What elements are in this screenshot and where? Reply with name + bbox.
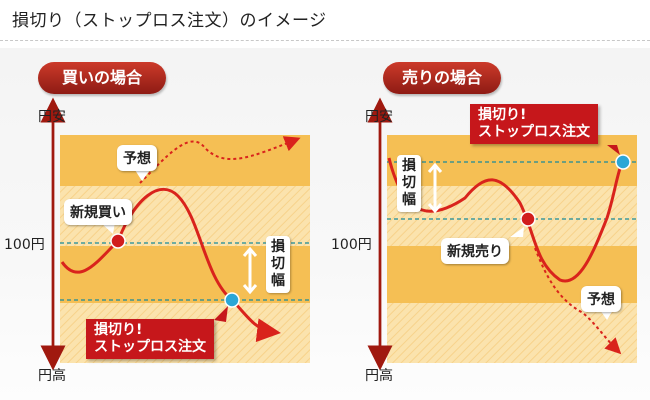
sell-chart bbox=[367, 97, 637, 371]
stop-loss-box: 損切り! ストップロス注文 bbox=[470, 104, 598, 144]
range-arrow-top bbox=[242, 246, 258, 257]
entry-point bbox=[110, 233, 126, 249]
range-arrow-bottom bbox=[242, 284, 258, 295]
expect-callout-tail bbox=[600, 310, 613, 320]
stop-loss-line-1: 損切り! bbox=[478, 107, 527, 123]
sell-heading: 売りの場合 bbox=[383, 62, 501, 94]
sell-panel: 売りの場合 円安 円高 100円 損切幅 新規売り 予想 損切り! ストップロス… bbox=[325, 48, 650, 398]
stop-callout-tail bbox=[607, 145, 620, 155]
range-label: 損切幅 bbox=[397, 155, 421, 212]
page-title: 損切り（ストップロス注文）のイメージ bbox=[12, 11, 327, 31]
range-arrow-bottom bbox=[427, 203, 443, 214]
expected-path bbox=[534, 247, 622, 355]
stop-point bbox=[224, 292, 240, 308]
band-4 bbox=[387, 303, 637, 363]
expect-callout-tail bbox=[135, 170, 150, 181]
stop-point bbox=[615, 154, 631, 170]
buy-heading: 買いの場合 bbox=[38, 62, 166, 94]
entry-callout: 新規買い bbox=[64, 199, 132, 225]
axis-top-label: 円安 bbox=[38, 109, 66, 125]
stop-callout-tail bbox=[214, 306, 228, 322]
expect-callout: 予想 bbox=[117, 145, 157, 171]
axis-bottom-label: 円高 bbox=[38, 368, 66, 384]
price-curve bbox=[387, 157, 625, 283]
axis-bottom-label: 円高 bbox=[365, 368, 393, 384]
stop-loss-line-1: 損切り! bbox=[94, 322, 143, 338]
entry-callout-tail bbox=[100, 222, 115, 234]
stop-loss-line-2: ストップロス注文 bbox=[478, 124, 590, 140]
entry-point bbox=[520, 211, 536, 227]
expect-callout: 予想 bbox=[581, 286, 621, 312]
stop-loss-box: 損切り! ストップロス注文 bbox=[86, 319, 214, 359]
axis-top-label: 円安 bbox=[365, 109, 393, 125]
entry-callout: 新規売り bbox=[441, 238, 509, 264]
buy-panel: 買いの場合 円安 円高 100円 予想 新規買い 損切幅 損切り! ストップロス… bbox=[0, 48, 325, 398]
price-label: 100円 bbox=[331, 237, 372, 253]
price-label: 100円 bbox=[4, 237, 45, 253]
title-divider bbox=[0, 40, 650, 41]
range-arrow-top bbox=[427, 162, 443, 173]
stop-loss-line-2: ストップロス注文 bbox=[94, 339, 206, 355]
range-label: 損切幅 bbox=[266, 236, 290, 293]
entry-callout-tail bbox=[510, 227, 524, 237]
